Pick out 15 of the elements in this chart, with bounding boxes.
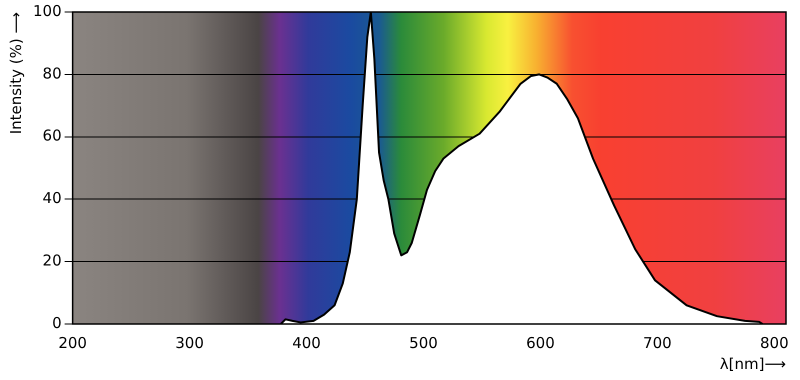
x-tick-label: 300 [175,334,204,352]
x-tick-label: 200 [58,334,87,352]
x-tick-label: 800 [760,334,789,352]
y-tick-label: 80 [42,64,62,82]
x-tick-label: 500 [409,334,438,352]
x-axis-title: λ[nm]⟶ [720,354,786,373]
x-tick-label: 700 [643,334,672,352]
y-tick-label: 60 [42,126,62,145]
y-tick-label: 100 [32,2,62,20]
y-tick-label: 40 [42,189,62,208]
y-tick-label: 20 [42,251,62,270]
y-axis-title: Intensity (%) ⟶ [6,12,25,134]
x-tick-label: 400 [292,334,321,352]
x-tick-label: 600 [526,334,555,352]
y-tick-label: 0 [52,314,62,332]
